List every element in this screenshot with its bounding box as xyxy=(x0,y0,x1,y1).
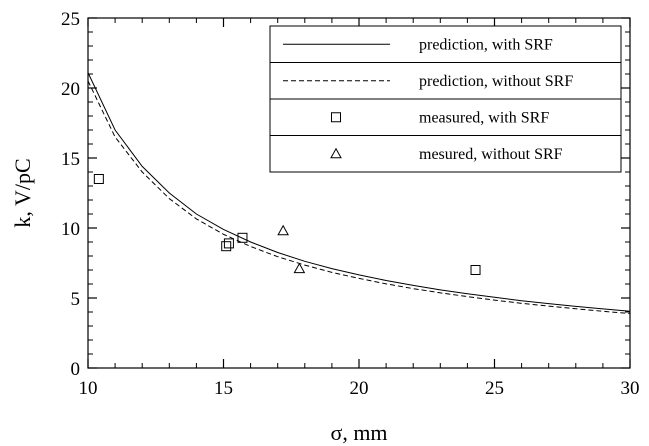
series-3-point xyxy=(470,265,481,275)
series-3-point xyxy=(221,241,232,252)
series-3-point xyxy=(223,238,234,249)
x-tick-label: 25 xyxy=(485,378,504,399)
y-tick-label: 15 xyxy=(61,149,80,170)
series-3-point xyxy=(93,174,104,184)
x-tick-label: 30 xyxy=(621,378,640,399)
x-tick-label: 15 xyxy=(214,378,233,399)
legend-label-4: mesured, without SRF xyxy=(419,146,563,163)
y-tick-label: 10 xyxy=(61,219,80,240)
series-line-1 xyxy=(87,72,631,312)
legend-label-2: prediction, without SRF xyxy=(419,73,573,90)
legend-swatch-4 xyxy=(330,147,342,159)
x-axis-label: σ, mm xyxy=(330,420,387,445)
plot-frame xyxy=(87,17,631,369)
legend-label-3: measured, with SRF xyxy=(419,109,549,126)
x-tick-label: 20 xyxy=(350,378,369,399)
series-3-point xyxy=(237,232,248,243)
series-4-point xyxy=(277,224,289,236)
legend-label-1: prediction, with SRF xyxy=(419,36,553,53)
y-tick-label: 20 xyxy=(61,79,80,100)
legend-swatch-3 xyxy=(331,112,341,123)
series-4-point xyxy=(293,262,306,274)
axes: 10 15 20 25 30 0 5 10 15 20 25 xyxy=(61,9,640,399)
y-tick-label: 5 xyxy=(71,289,81,310)
plot-series xyxy=(87,72,631,315)
y-tick-label: 25 xyxy=(61,9,80,30)
y-tick-label: 0 xyxy=(71,359,81,380)
series-line-2 xyxy=(87,80,631,315)
y-axis-label: k, V/pC xyxy=(10,158,35,227)
x-tick-label: 10 xyxy=(79,378,98,399)
legend: prediction, with SRF prediction, without … xyxy=(269,25,622,173)
